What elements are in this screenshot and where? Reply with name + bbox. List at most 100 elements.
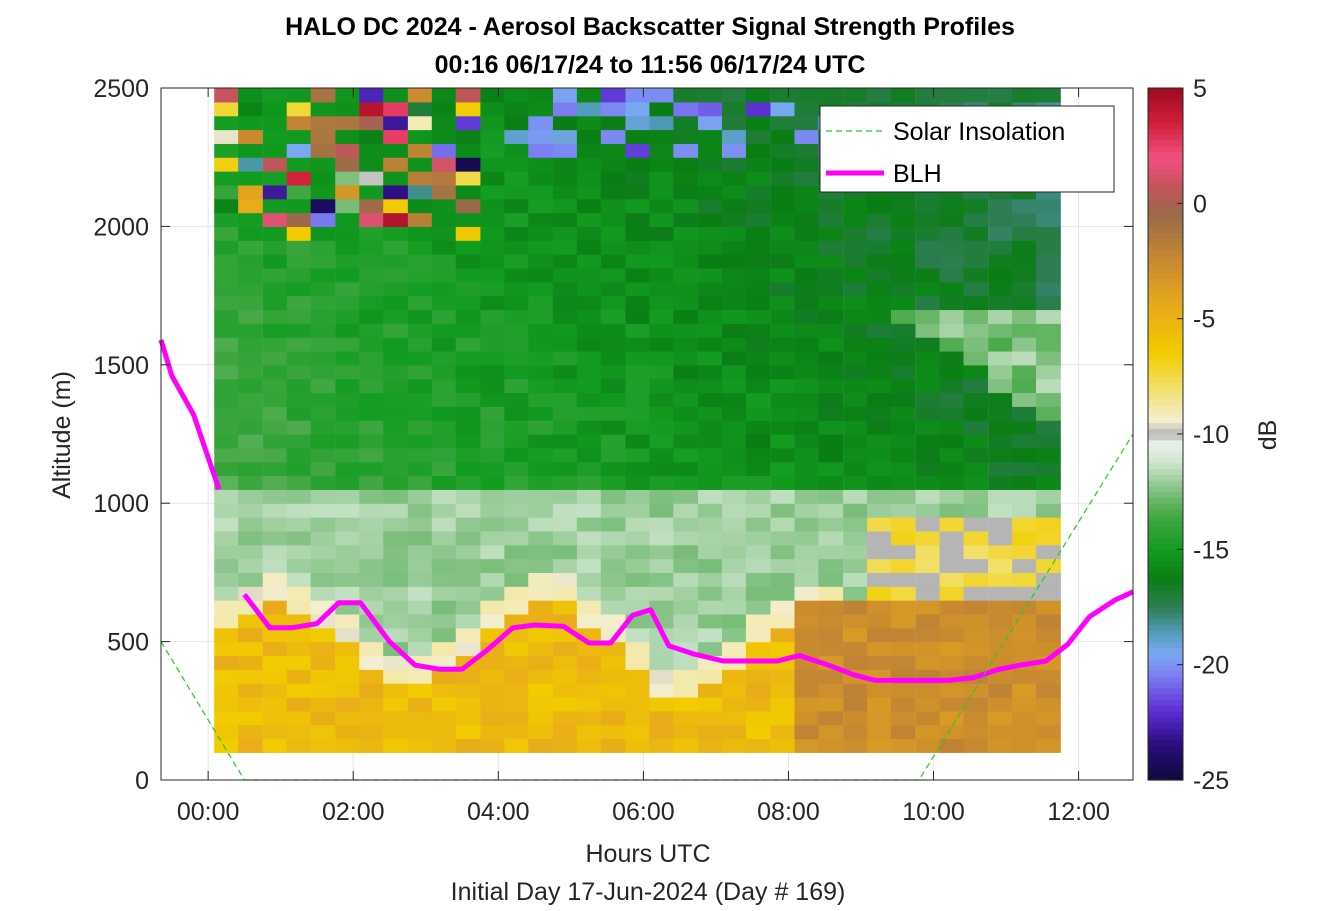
colorbar-segment — [1148, 607, 1183, 614]
heatmap-cell — [214, 517, 239, 532]
heatmap-cell — [939, 710, 965, 726]
heatmap-cell — [383, 696, 408, 712]
heatmap-cell — [721, 489, 747, 504]
colorbar-segment — [1148, 249, 1183, 256]
heatmap-cell — [721, 475, 747, 490]
heatmap-cell — [1012, 517, 1037, 532]
heatmap-cell — [649, 88, 675, 103]
heatmap-cell — [262, 295, 288, 311]
heatmap-cell — [480, 558, 506, 573]
heatmap-cell — [745, 267, 771, 283]
heatmap-cell — [383, 586, 408, 601]
colorbar-segment — [1148, 393, 1183, 400]
heatmap-cell — [310, 171, 336, 186]
heatmap-cell — [383, 434, 408, 449]
heatmap-cell — [794, 724, 820, 740]
colorbar-segment — [1148, 237, 1183, 245]
heatmap-cell — [843, 337, 868, 352]
heatmap-cell — [214, 309, 239, 324]
heatmap-cell — [1012, 226, 1037, 241]
heatmap-cell — [721, 267, 747, 283]
heatmap-cell — [649, 295, 675, 311]
heatmap-cell — [988, 475, 1013, 490]
colorbar-segment — [1148, 670, 1183, 677]
heatmap-cell — [431, 350, 457, 366]
heatmap-cell — [794, 517, 820, 532]
heatmap-cell — [383, 420, 408, 435]
heatmap-cell — [383, 613, 408, 629]
heatmap-cell — [963, 724, 989, 740]
heatmap-cell — [600, 613, 626, 629]
heatmap-cell — [843, 281, 868, 297]
heatmap-cell — [238, 350, 263, 366]
heatmap-cell — [504, 309, 530, 324]
heatmap-cell — [238, 530, 263, 546]
heatmap-cell — [528, 212, 554, 227]
heatmap-cell — [673, 627, 699, 643]
heatmap-cell — [359, 88, 385, 103]
heatmap-cell — [915, 378, 941, 394]
heatmap-cell — [407, 101, 433, 117]
heatmap-cell — [649, 600, 675, 615]
heatmap-cell — [988, 600, 1013, 615]
heatmap-cell — [383, 171, 408, 186]
heatmap-cell — [890, 558, 916, 573]
heatmap-cell — [455, 544, 481, 560]
heatmap-cell — [963, 600, 989, 615]
heatmap-cell — [504, 669, 530, 684]
heatmap-cell — [214, 724, 239, 740]
heatmap-cell — [721, 710, 747, 726]
heatmap-cell — [673, 364, 699, 380]
heatmap-cell — [455, 309, 481, 324]
heatmap-cell — [988, 309, 1013, 324]
heatmap-cell — [359, 434, 385, 449]
heatmap-cell — [939, 655, 965, 670]
heatmap-cell — [625, 724, 651, 740]
heatmap-cell — [698, 143, 723, 158]
heatmap-cell — [286, 724, 312, 740]
heatmap-cell — [310, 558, 336, 573]
heatmap-cell — [1036, 281, 1061, 297]
colorbar-tick-label: 5 — [1193, 75, 1207, 103]
heatmap-cell — [698, 641, 723, 657]
heatmap-cell — [383, 350, 408, 366]
heatmap-cell — [988, 710, 1013, 726]
heatmap-cell — [576, 392, 602, 407]
heatmap-cell — [576, 447, 602, 463]
colorbar-segment — [1148, 687, 1183, 695]
heatmap-cell — [770, 212, 796, 227]
heatmap-cell — [383, 364, 408, 380]
heatmap-cell — [286, 378, 312, 394]
colorbar-tick-label: -25 — [1193, 767, 1229, 795]
heatmap-cell — [359, 184, 385, 200]
heatmap-cell — [673, 558, 699, 573]
heatmap-cell — [359, 544, 385, 560]
colorbar-segment — [1148, 762, 1183, 770]
x-tick-label: 10:00 — [902, 798, 965, 826]
heatmap-cell — [383, 503, 408, 518]
heatmap-cell — [262, 724, 288, 740]
x-tick-label: 04:00 — [467, 798, 530, 826]
heatmap-cell — [915, 710, 941, 726]
heatmap-cell — [939, 254, 965, 269]
heatmap-cell — [383, 392, 408, 407]
heatmap-cell — [214, 337, 239, 352]
heatmap-cell — [939, 434, 965, 449]
heatmap-cell — [286, 157, 312, 172]
heatmap-cell — [867, 586, 892, 601]
colorbar-segment — [1148, 474, 1183, 481]
colorbar-segment — [1148, 116, 1183, 124]
colorbar-segment — [1148, 514, 1183, 522]
heatmap-cell — [359, 309, 385, 324]
heatmap-cell — [1036, 364, 1061, 380]
heatmap-cell — [939, 420, 965, 435]
heatmap-cell — [890, 517, 916, 532]
colorbar-segment — [1148, 278, 1183, 285]
heatmap-cell — [504, 530, 530, 546]
colorbar-segment — [1148, 145, 1183, 153]
heatmap-cell — [625, 420, 651, 435]
heatmap-cell — [286, 447, 312, 463]
heatmap-cell — [625, 586, 651, 601]
heatmap-cell — [770, 627, 796, 643]
heatmap-cell — [625, 364, 651, 380]
